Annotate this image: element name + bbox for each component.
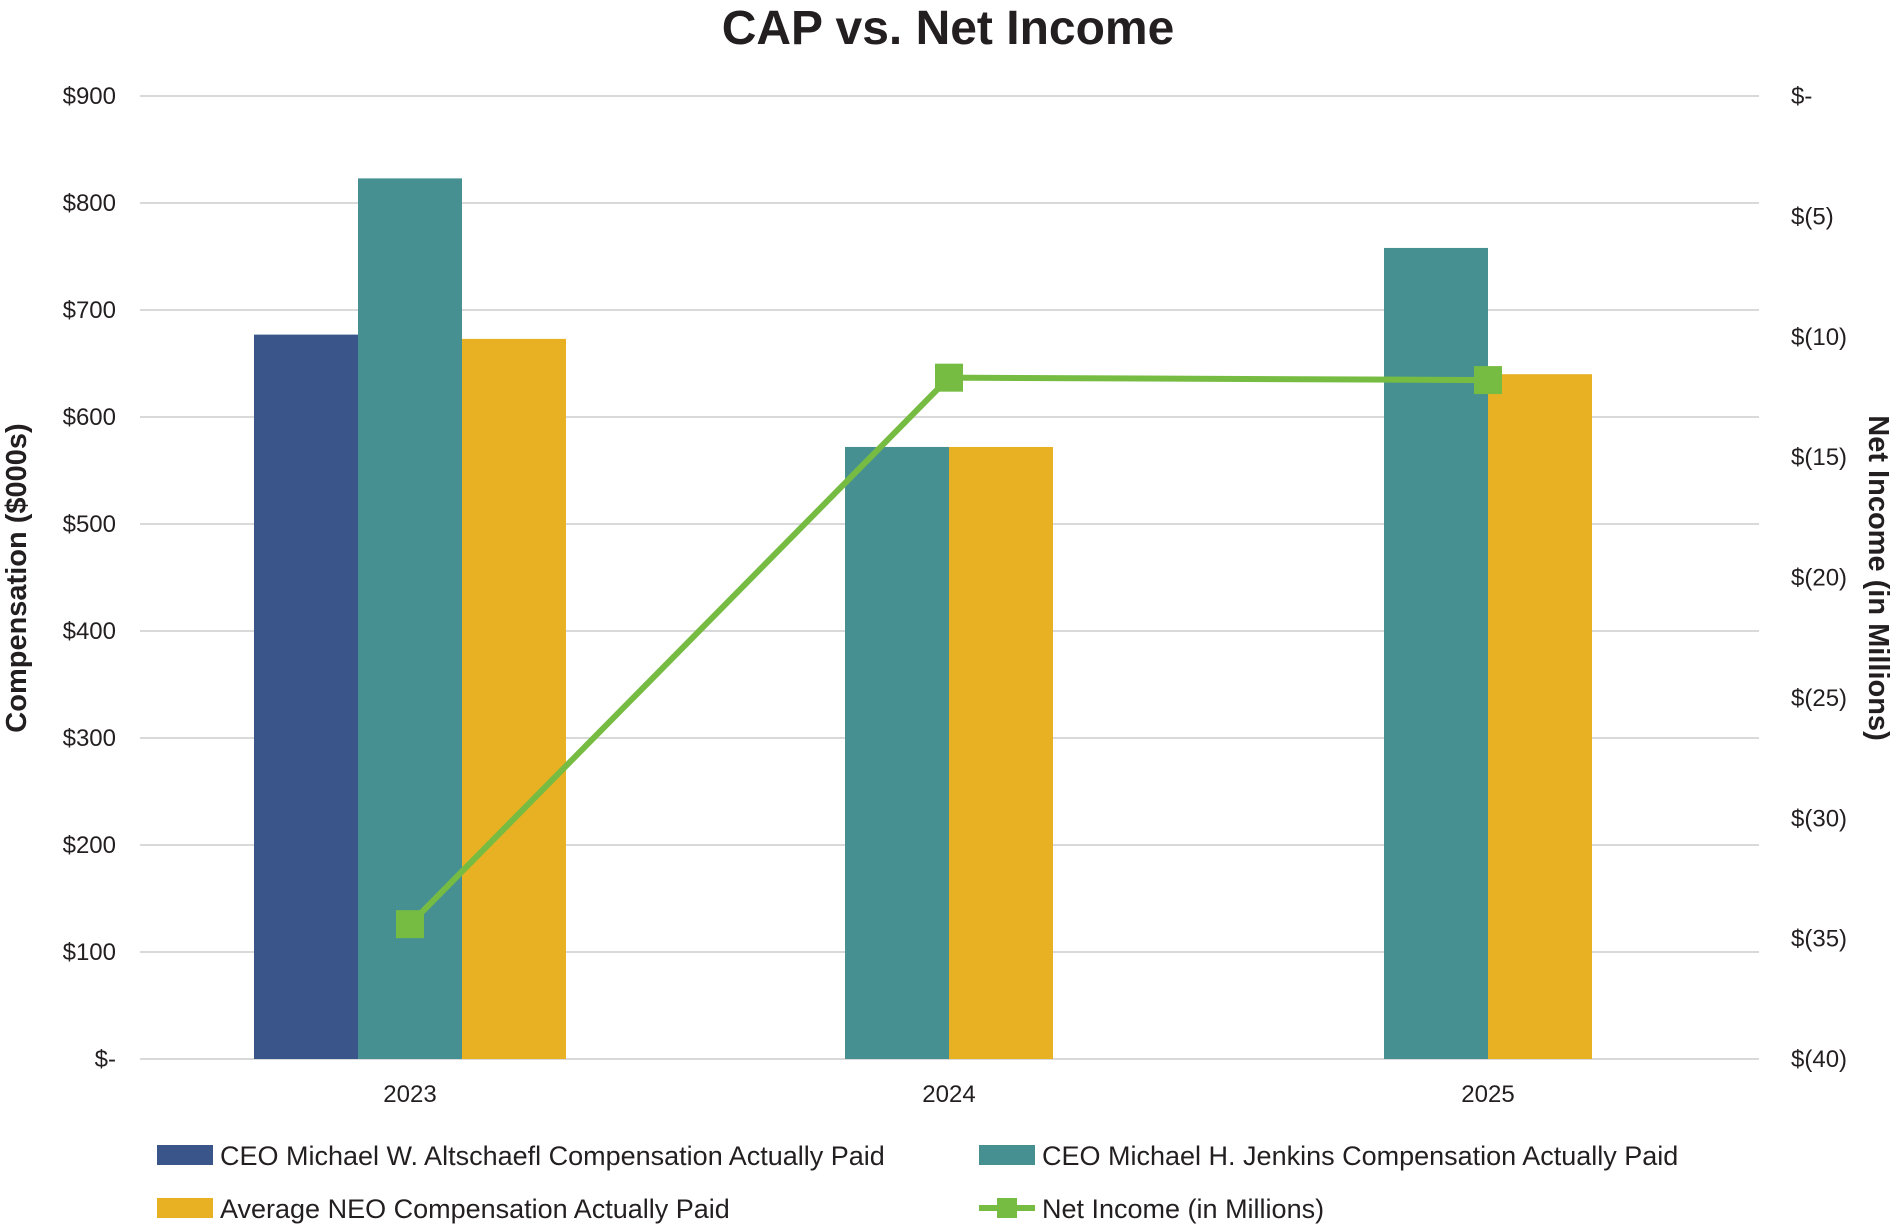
x-tick-label: 2024 xyxy=(922,1081,975,1108)
y2-axis-label: Net Income (in Millions) xyxy=(1862,415,1894,740)
bar-average-neo-compensation-actually-paid-2024 xyxy=(949,446,1053,1060)
bar-ceo-michael-h-jenkins-compensation-actually-paid-2025 xyxy=(1384,247,1488,1059)
y-tick-label: $500 xyxy=(63,511,116,538)
legend-label: CEO Michael H. Jenkins Compensation Actu… xyxy=(1042,1141,1678,1171)
bar-average-neo-compensation-actually-paid-2025 xyxy=(1488,374,1592,1059)
bar-ceo-michael-h-jenkins-compensation-actually-paid-2024 xyxy=(845,446,949,1060)
y2-tick-label: $(15) xyxy=(1791,444,1847,471)
legend-label: Average NEO Compensation Actually Paid xyxy=(220,1194,730,1224)
bar-ceo-michael-w-altschaefl-compensation-actually-paid-2023 xyxy=(254,334,358,1059)
bar-average-neo-compensation-actually-paid-2023 xyxy=(462,338,566,1059)
y-tick-label: $600 xyxy=(63,404,116,431)
y-tick-label: $100 xyxy=(63,939,116,966)
y-tick-label: $700 xyxy=(63,297,116,324)
y2-tick-label: $- xyxy=(1791,83,1812,110)
y2-tick-label: $(25) xyxy=(1791,685,1847,712)
x-tick-label: 2023 xyxy=(383,1081,436,1108)
chart-title: CAP vs. Net Income xyxy=(722,2,1175,55)
y-tick-label: $- xyxy=(95,1046,116,1073)
y-axis-label: Compensation ($000s) xyxy=(1,423,33,732)
y-tick-label: $800 xyxy=(63,190,116,217)
net-income-point-2024 xyxy=(935,363,963,392)
y-tick-label: $400 xyxy=(63,618,116,645)
legend-label: Net Income (in Millions) xyxy=(1042,1194,1324,1224)
legend-swatch xyxy=(157,1145,213,1165)
y2-tick-label: $(35) xyxy=(1791,926,1847,953)
legend-swatch xyxy=(157,1198,213,1218)
y2-tick-label: $(40) xyxy=(1791,1046,1847,1073)
net-income-point-2023 xyxy=(396,910,424,939)
legend-marker-swatch xyxy=(997,1198,1017,1218)
y2-tick-label: $(5) xyxy=(1791,203,1834,230)
legend-swatch xyxy=(979,1145,1035,1165)
y2-tick-label: $(10) xyxy=(1791,324,1847,351)
y2-tick-label: $(30) xyxy=(1791,805,1847,832)
legend-label: CEO Michael W. Altschaefl Compensation A… xyxy=(220,1141,885,1171)
y-tick-label: $200 xyxy=(63,832,116,859)
y-tick-label: $900 xyxy=(63,83,116,110)
net-income-point-2025 xyxy=(1474,366,1502,395)
x-tick-label: 2025 xyxy=(1461,1081,1514,1108)
y-tick-label: $300 xyxy=(63,725,116,752)
y2-tick-label: $(20) xyxy=(1791,565,1847,592)
